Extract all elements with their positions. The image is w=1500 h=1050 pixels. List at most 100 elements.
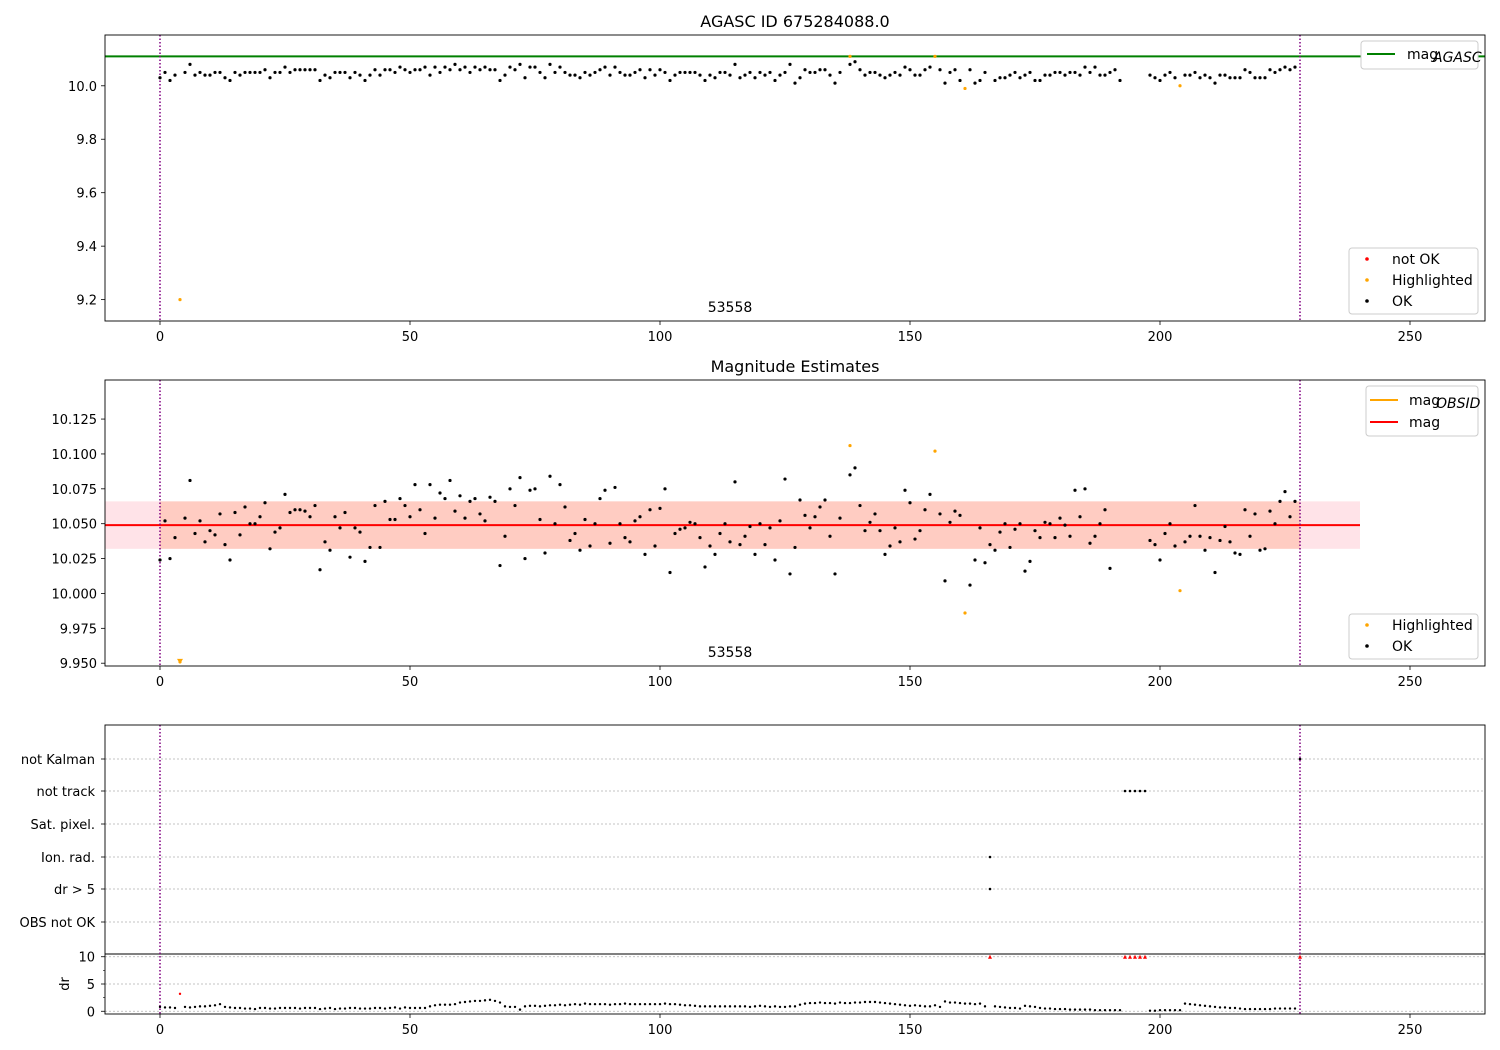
ok-point (223, 76, 227, 80)
ok-point (808, 70, 812, 75)
dr-point (1003, 1006, 1007, 1009)
ok-point (813, 515, 817, 519)
ok-point (823, 498, 827, 502)
ok-point (908, 501, 912, 505)
ok-point (273, 70, 277, 75)
ok-point (958, 513, 962, 517)
dr-point (1258, 1007, 1262, 1011)
dr-point (1088, 1008, 1092, 1011)
dr-point (813, 1001, 817, 1005)
ok-point (873, 70, 877, 75)
dr-point (758, 1004, 762, 1008)
dr-point (1198, 1004, 1202, 1007)
obsid-label: 53558 (708, 300, 753, 316)
dr-point (453, 1002, 457, 1006)
ok-point (848, 473, 852, 477)
ok-point (263, 68, 267, 72)
dr-point (408, 1006, 412, 1010)
ok-point (1033, 78, 1037, 83)
dr-point (348, 1006, 352, 1010)
ok-point (743, 73, 747, 77)
dr-point (993, 1005, 997, 1008)
ok-point (163, 519, 167, 523)
dr-point (1183, 1002, 1187, 1005)
x-tick-label: 100 (648, 1023, 673, 1038)
ok-point (558, 65, 562, 69)
ok-point (313, 503, 317, 508)
ok-point (363, 78, 367, 83)
ok-point (718, 531, 722, 536)
dr-point (593, 1002, 597, 1006)
ok-point (798, 76, 802, 80)
y-tick-label: 10.0 (68, 80, 97, 95)
x-tick-label: 250 (1398, 675, 1423, 690)
ok-point (308, 515, 312, 519)
dr-point (473, 999, 477, 1003)
ok-point (903, 488, 907, 492)
y-tick-label: 10.000 (52, 587, 98, 602)
ok-point (173, 73, 177, 77)
ok-point (1238, 76, 1242, 80)
ok-point (578, 548, 582, 552)
dr-point (353, 1006, 357, 1010)
ok-point (228, 558, 232, 562)
ok-point (238, 533, 242, 537)
dr-point (798, 1003, 802, 1006)
ok-point (618, 70, 622, 75)
dr-point (1203, 1004, 1207, 1008)
y-tick-label: 10.100 (52, 448, 98, 463)
dr-point (1158, 1008, 1162, 1012)
ok-point (303, 509, 307, 513)
ok-point (643, 552, 647, 556)
x-tick-label: 150 (898, 1023, 923, 1038)
ok-point (673, 73, 677, 77)
dr-point (233, 1006, 237, 1010)
ok-point (243, 70, 247, 75)
ok-point (283, 492, 287, 496)
ok-point (833, 572, 837, 576)
ok-point (918, 73, 922, 77)
ok-point (838, 70, 842, 75)
dr-point (788, 1005, 792, 1008)
legend-box (1348, 247, 1479, 315)
ok-point (683, 70, 687, 75)
dr-point (458, 1001, 462, 1004)
ok-point (603, 65, 607, 69)
ok-point (1153, 543, 1157, 547)
ok-point (788, 572, 792, 576)
ok-point (488, 495, 492, 499)
ok-point (1218, 73, 1222, 77)
ok-point (1038, 536, 1042, 540)
ok-point (563, 70, 567, 75)
ok-point (553, 522, 557, 526)
ok-point (478, 512, 482, 516)
dr-point (918, 1004, 922, 1008)
dr-point (838, 1001, 842, 1004)
dr-point (323, 1007, 327, 1010)
ok-point (818, 505, 822, 509)
ok-point (453, 62, 457, 67)
ok-point (1293, 65, 1297, 69)
ok-point (388, 68, 392, 72)
legend-marker (1365, 644, 1369, 648)
ok-point (513, 503, 517, 508)
ok-point (993, 548, 997, 552)
dr-point (318, 1007, 322, 1011)
ok-point (793, 545, 797, 550)
flag-point (1123, 789, 1127, 793)
ok-point (658, 68, 662, 72)
ok-point (158, 76, 162, 80)
ok-point (638, 515, 642, 519)
legend-label: OK (1392, 294, 1413, 310)
dr-point (228, 1006, 232, 1009)
ok-point (378, 545, 382, 550)
dr-point (1073, 1008, 1077, 1011)
x-tick-label: 100 (648, 330, 673, 345)
ok-point (493, 68, 497, 72)
ok-point (1163, 73, 1167, 77)
ok-point (668, 78, 672, 83)
ok-point (1068, 70, 1072, 75)
dr-capped-marker (1133, 954, 1137, 959)
dr-point (243, 1007, 247, 1010)
ok-point (853, 466, 857, 470)
